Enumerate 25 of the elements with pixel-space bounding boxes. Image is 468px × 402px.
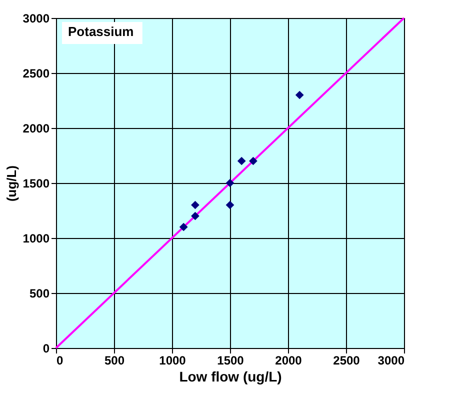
x-tick-label: 1500 [217, 354, 244, 368]
x-tick-label: 1000 [159, 354, 186, 368]
y-tick-label: 1000 [22, 232, 50, 246]
point [226, 200, 234, 210]
point [191, 212, 200, 220]
y-tick-label: 0 [42, 342, 50, 356]
y-axis-title: (ug/L) [4, 165, 19, 202]
y-tick-label: 500 [29, 286, 50, 300]
annotation: Potassium [68, 24, 134, 39]
x-axis-title: Low flow (ug/L) [179, 368, 282, 384]
x-tick-label: 0 [56, 354, 64, 368]
y-tick-label: 1500 [22, 176, 50, 190]
y-tick-label: 3000 [22, 12, 50, 26]
x-tick-label: 3000 [378, 354, 405, 368]
point [179, 222, 188, 232]
point [191, 200, 200, 210]
point [237, 156, 246, 166]
y-tick-label: 2500 [22, 66, 50, 80]
point [226, 178, 234, 188]
point [249, 156, 258, 166]
y-tick-label: 2000 [22, 122, 50, 136]
x-tick-label: 2000 [275, 354, 302, 368]
point [295, 90, 304, 100]
x-tick-label: 500 [104, 354, 125, 368]
x-tick-label: 2500 [333, 354, 360, 368]
